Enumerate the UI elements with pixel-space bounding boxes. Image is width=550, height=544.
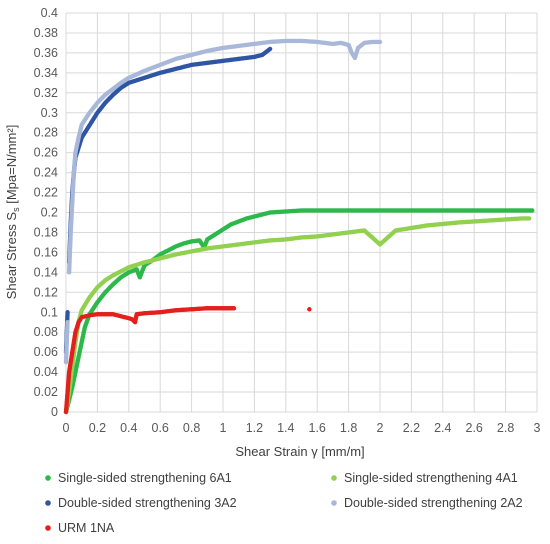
y-tick-label: 0.02 <box>34 385 58 399</box>
x-tick-label: 1 <box>220 421 227 435</box>
legend-label: URM 1NA <box>58 521 115 535</box>
legend-label: Double-sided strengthening 3A2 <box>58 496 237 510</box>
y-tick-label: 0 <box>51 405 58 419</box>
y-tick-label: 0.32 <box>34 86 58 100</box>
legend-item: Double-sided strengthening 3A2 <box>45 496 237 510</box>
series-4 <box>63 306 312 415</box>
x-tick-label: 2.6 <box>466 421 483 435</box>
y-tick-label: 0.2 <box>41 206 58 220</box>
x-tick-label: 0.6 <box>152 421 169 435</box>
y-tick-label: 0.14 <box>34 265 58 279</box>
legend-item: Double-sided strengthening 2A2 <box>331 496 523 510</box>
y-tick-label: 0.28 <box>34 126 58 140</box>
data-point <box>267 46 273 52</box>
legend-item: Single-sided strengthening 4A1 <box>331 471 518 485</box>
legend-item: URM 1NA <box>45 521 115 535</box>
x-tick-label: 2.2 <box>403 421 420 435</box>
x-tick-label: 1.6 <box>309 421 326 435</box>
data-point <box>65 310 70 315</box>
data-point <box>530 208 535 213</box>
x-axis-ticks: 0 0.2 0.4 0.6 0.8 1 1.2 1.4 1.6 1.8 2 2.2 2.4 2.6 2.8 3 <box>63 421 541 435</box>
legend-marker <box>45 500 51 506</box>
x-tick-label: 1.2 <box>246 421 263 435</box>
y-tick-label: 0.06 <box>34 345 58 359</box>
y-tick-label: 0.34 <box>34 66 58 80</box>
x-axis-title: Shear Strain γ [mm/m] <box>235 444 364 459</box>
data-point <box>65 320 70 325</box>
legend-label: Single-sided strengthening 6A1 <box>58 471 232 485</box>
y-axis-title: Shear Stress Ss [Mpa=N/mm²] <box>4 125 21 300</box>
data-point <box>231 306 237 311</box>
y-tick-label: 0.16 <box>34 245 58 259</box>
y-tick-label: 0.18 <box>34 225 58 239</box>
series-layer <box>63 38 535 415</box>
legend-marker <box>45 475 51 481</box>
x-tick-label: 2.4 <box>434 421 451 435</box>
x-tick-label: 1.4 <box>277 421 294 435</box>
data-point <box>377 39 383 45</box>
data-point <box>307 307 312 312</box>
legend: Single-sided strengthening 6A1 Single-sid… <box>45 471 523 535</box>
y-tick-label: 0.1 <box>41 305 58 319</box>
x-tick-label: 0.8 <box>183 421 200 435</box>
y-tick-label: 0.38 <box>34 26 58 40</box>
x-tick-label: 0 <box>63 421 70 435</box>
data-point <box>526 216 532 221</box>
x-tick-label: 1.8 <box>340 421 357 435</box>
y-tick-label: 0.26 <box>34 146 58 160</box>
x-tick-label: 2 <box>377 421 384 435</box>
x-tick-label: 0.2 <box>89 421 106 435</box>
y-tick-label: 0.3 <box>41 106 58 120</box>
series-1 <box>63 216 532 415</box>
y-tick-label: 0.24 <box>34 166 58 180</box>
legend-item: Single-sided strengthening 6A1 <box>45 471 232 485</box>
legend-marker <box>331 500 337 506</box>
legend-label: Single-sided strengthening 4A1 <box>344 471 518 485</box>
x-tick-label: 2.8 <box>497 421 514 435</box>
y-axis-ticks: 0 0.02 0.04 0.06 0.08 0.1 0.12 0.14 0.16 0.18 0.2 0… <box>34 6 58 419</box>
y-tick-label: 0.36 <box>34 46 58 60</box>
x-tick-label: 0.4 <box>120 421 137 435</box>
legend-marker <box>331 475 337 481</box>
y-tick-label: 0.08 <box>34 325 58 339</box>
y-tick-label: 0.04 <box>34 365 58 379</box>
legend-marker <box>45 525 51 531</box>
series-3 <box>63 38 383 365</box>
x-tick-label: 3 <box>534 421 541 435</box>
y-tick-label: 0.22 <box>34 186 58 200</box>
y-tick-label: 0.12 <box>34 285 58 299</box>
legend-label: Double-sided strengthening 2A2 <box>344 496 523 510</box>
y-tick-label: 0.4 <box>41 6 58 20</box>
